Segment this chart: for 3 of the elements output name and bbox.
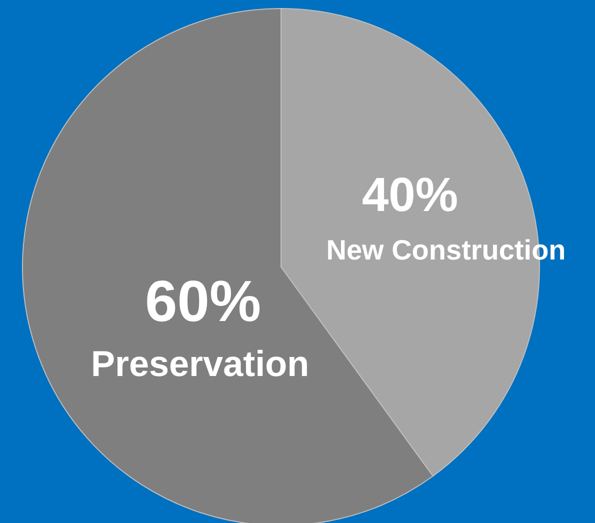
data-label: 40% bbox=[362, 169, 458, 222]
slice-label: Preservation bbox=[90, 342, 310, 384]
data-label: 60% bbox=[144, 269, 262, 334]
